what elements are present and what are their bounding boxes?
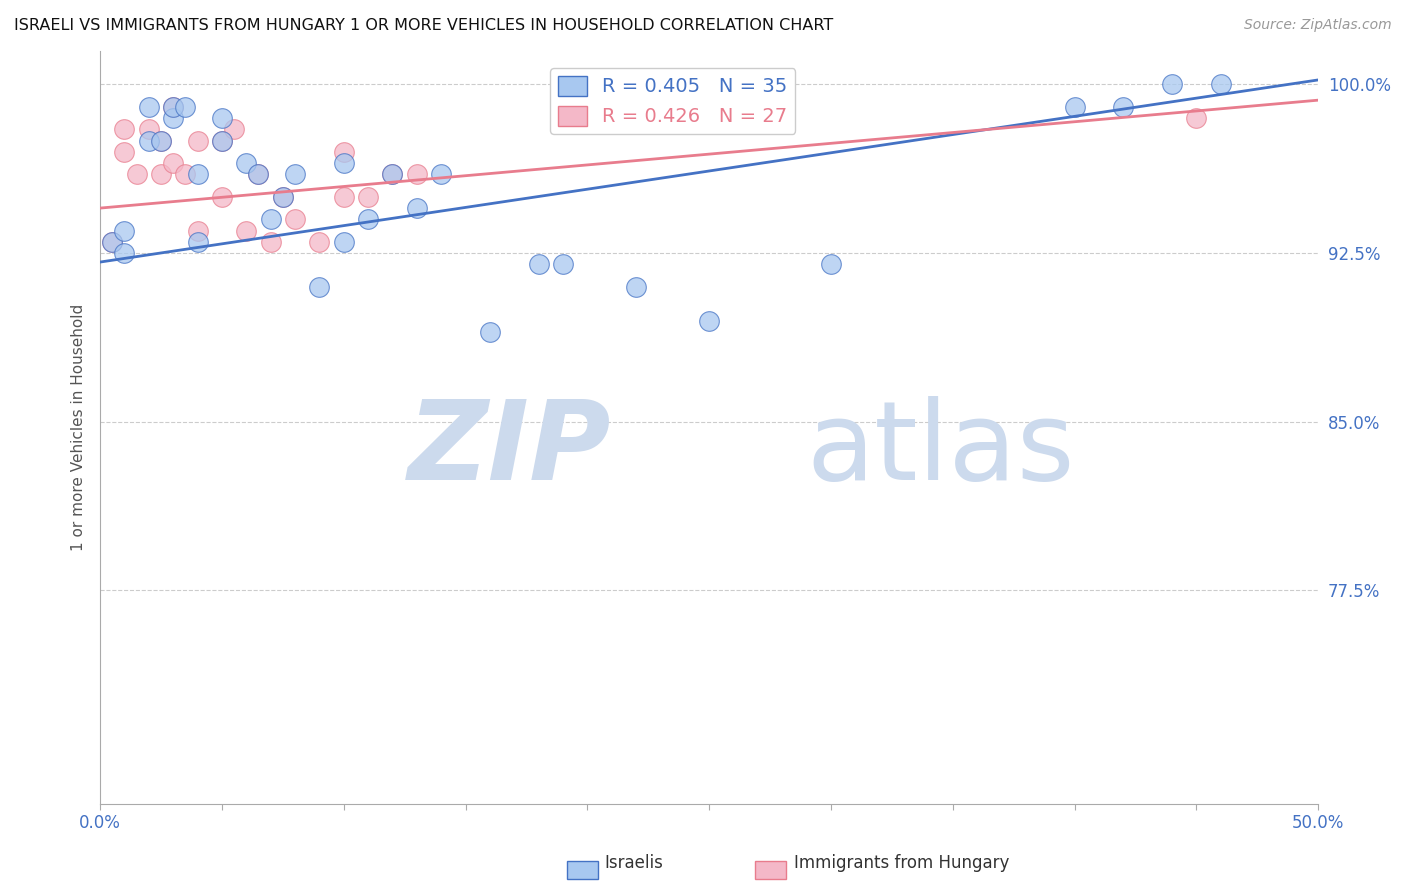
Point — [697, 313, 720, 327]
Point — [114, 122, 136, 136]
Point — [138, 134, 160, 148]
Text: ZIP: ZIP — [408, 396, 612, 503]
Point — [1161, 78, 1184, 92]
Point — [260, 212, 283, 227]
Point — [551, 257, 574, 271]
Point — [381, 167, 404, 181]
Point — [527, 257, 550, 271]
Point — [247, 167, 270, 181]
Point — [235, 223, 257, 237]
Point — [162, 100, 184, 114]
Point — [187, 134, 209, 148]
Y-axis label: 1 or more Vehicles in Household: 1 or more Vehicles in Household — [72, 303, 86, 551]
Point — [332, 145, 354, 159]
Point — [114, 145, 136, 159]
Point — [138, 100, 160, 114]
Point — [187, 223, 209, 237]
Text: Israelis: Israelis — [605, 855, 664, 872]
Point — [187, 235, 209, 249]
Point — [162, 100, 184, 114]
Point — [1063, 100, 1085, 114]
Legend: R = 0.405   N = 35, R = 0.426   N = 27: R = 0.405 N = 35, R = 0.426 N = 27 — [550, 68, 796, 135]
Point — [820, 257, 842, 271]
Point — [114, 223, 136, 237]
Point — [174, 100, 197, 114]
Text: Source: ZipAtlas.com: Source: ZipAtlas.com — [1244, 18, 1392, 32]
Point — [162, 111, 184, 125]
Point — [101, 235, 124, 249]
Point — [150, 134, 173, 148]
Text: atlas: atlas — [807, 396, 1076, 503]
Text: ISRAELI VS IMMIGRANTS FROM HUNGARY 1 OR MORE VEHICLES IN HOUSEHOLD CORRELATION C: ISRAELI VS IMMIGRANTS FROM HUNGARY 1 OR … — [14, 18, 834, 33]
Point — [271, 190, 294, 204]
Point — [150, 134, 173, 148]
Point — [332, 235, 354, 249]
Point — [1112, 100, 1135, 114]
Point — [211, 190, 233, 204]
Point — [211, 134, 233, 148]
Point — [284, 167, 307, 181]
Point — [224, 122, 246, 136]
Point — [150, 167, 173, 181]
Point — [211, 134, 233, 148]
Point — [114, 246, 136, 260]
Point — [405, 201, 427, 215]
Point — [174, 167, 197, 181]
Point — [381, 167, 404, 181]
Point — [138, 122, 160, 136]
Point — [211, 111, 233, 125]
Point — [1185, 111, 1208, 125]
Point — [308, 235, 330, 249]
Point — [1209, 78, 1232, 92]
Point — [284, 212, 307, 227]
Point — [405, 167, 427, 181]
Point — [187, 167, 209, 181]
Text: Immigrants from Hungary: Immigrants from Hungary — [794, 855, 1010, 872]
Point — [247, 167, 270, 181]
Point — [624, 280, 647, 294]
Point — [332, 156, 354, 170]
Point — [271, 190, 294, 204]
Point — [478, 325, 501, 339]
Point — [235, 156, 257, 170]
Point — [357, 212, 380, 227]
Point — [125, 167, 148, 181]
Point — [260, 235, 283, 249]
Point — [101, 235, 124, 249]
Point — [162, 156, 184, 170]
Point — [430, 167, 453, 181]
Point — [332, 190, 354, 204]
Point — [357, 190, 380, 204]
Point — [308, 280, 330, 294]
